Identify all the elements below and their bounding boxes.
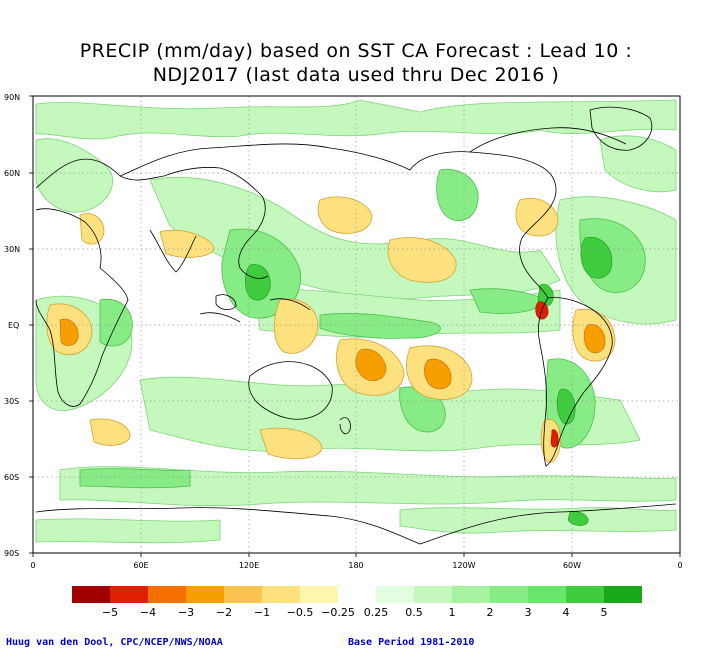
lon-label: 120W <box>452 561 475 570</box>
legend-label: 4 <box>563 606 570 619</box>
title-line-1: PRECIP (mm/day) based on SST CA Forecast… <box>79 40 633 62</box>
credit-text: Huug van den Dool, CPC/NCEP/NWS/NOAA <box>6 637 223 648</box>
legend-label: −2 <box>216 606 232 619</box>
legend-label: 0.25 <box>364 606 389 619</box>
legend-swatch <box>110 586 148 603</box>
map-frame <box>32 95 681 554</box>
lon-label: 0 <box>677 561 682 570</box>
legend-label: 1 <box>449 606 456 619</box>
base-period-text: Base Period 1981-2010 <box>348 637 475 648</box>
longitude-labels: 0 60E 120E 180 120W 60W 0 <box>30 561 682 570</box>
lat-label: 30S <box>4 397 19 406</box>
lon-ticks <box>32 553 681 557</box>
lat-label: 90N <box>4 93 20 102</box>
legend-swatch <box>148 586 186 603</box>
legend-swatch <box>528 586 566 603</box>
legend-label: −0.5 <box>287 606 314 619</box>
precip-map: 90N 60N 30N EQ 30S 60S 90S 0 60E 120E 18… <box>4 93 683 619</box>
legend-swatch <box>224 586 262 603</box>
legend-swatch <box>338 586 376 603</box>
legend-swatch <box>604 586 642 603</box>
lat-label: 60N <box>4 169 20 178</box>
legend-label: 5 <box>601 606 608 619</box>
legend-label: −4 <box>140 606 156 619</box>
legend-swatch <box>566 586 604 603</box>
lon-label: 0 <box>30 561 35 570</box>
legend-label: 0.5 <box>405 606 423 619</box>
legend-swatch <box>452 586 490 603</box>
legend-swatch <box>300 586 338 603</box>
legend-swatch <box>262 586 300 603</box>
lat-ticks <box>29 95 33 554</box>
legend-swatch <box>72 586 110 603</box>
legend-swatch <box>490 586 528 603</box>
legend-color-bar <box>72 586 642 603</box>
legend-labels: −5 −4 −3 −2 −1 −0.5 −0.25 0.25 0.5 1 2 3 4 5 <box>102 606 608 619</box>
lat-label: 30N <box>4 245 20 254</box>
lon-label: 180 <box>348 561 363 570</box>
lat-label: 90S <box>4 549 19 558</box>
lat-label: EQ <box>8 321 19 330</box>
legend-label: 2 <box>487 606 494 619</box>
legend-label: −0.25 <box>321 606 355 619</box>
latitude-labels: 90N 60N 30N EQ 30S 60S 90S <box>4 93 20 558</box>
lon-label: 60E <box>133 561 148 570</box>
lat-label: 60S <box>4 473 19 482</box>
legend-label: 3 <box>525 606 532 619</box>
coastlines <box>35 106 677 545</box>
legend-label: −5 <box>102 606 118 619</box>
title-line-2: NDJ2017 (last data used thru Dec 2016 ) <box>152 64 560 86</box>
legend-swatch <box>376 586 414 603</box>
legend-swatch <box>186 586 224 603</box>
lon-label: 60W <box>563 561 581 570</box>
legend-label: −1 <box>254 606 270 619</box>
lon-label: 120E <box>239 561 259 570</box>
legend-label: −3 <box>178 606 194 619</box>
legend-swatch <box>414 586 452 603</box>
